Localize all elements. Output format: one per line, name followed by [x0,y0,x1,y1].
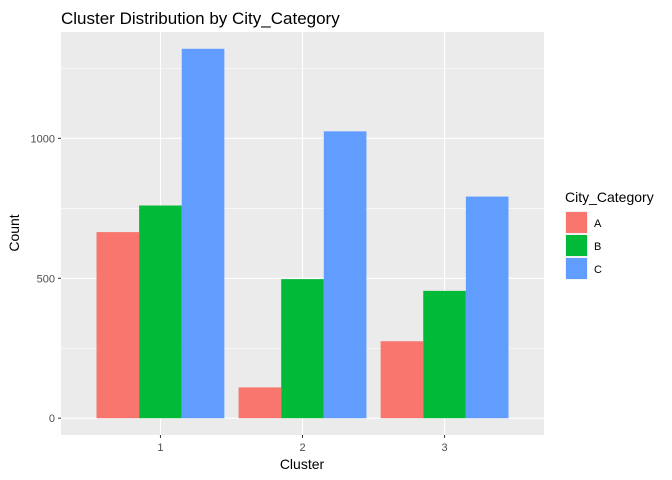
x-tick-label: 1 [157,442,163,454]
legend-title: City_Category [565,189,654,205]
legend-items: ABC [565,211,602,280]
legend-swatch-B [566,235,587,256]
legend-swatch-A [566,212,587,233]
bar-cluster-3-C [465,196,509,419]
legend-label-B: B [594,241,601,253]
bar-cluster-3-B [423,290,466,419]
legend-label-A: A [594,218,602,230]
bar-cluster-3-A [380,341,424,419]
bars [96,48,509,419]
y-axis-title: Count [6,214,22,251]
legend-swatch-C [566,258,587,279]
legend: City_Category ABC [565,189,654,280]
y-tick-label: 0 [49,413,55,425]
y-tick-label: 1000 [31,133,55,145]
bar-cluster-2-C [323,131,367,419]
y-tick-label: 500 [37,273,55,285]
x-tick-label: 2 [299,442,305,454]
x-axis-title: Cluster [280,456,325,472]
x-axis-ticks: 1 2 3 [157,435,448,454]
bar-cluster-1-A [96,232,140,419]
bar-cluster-1-C [181,48,225,419]
bar-cluster-2-B [281,279,324,419]
legend-label-C: C [594,264,602,276]
y-axis-ticks: 0 500 1000 [31,133,61,425]
x-tick-label: 3 [441,442,447,454]
bar-cluster-2-A [238,387,282,419]
bar-cluster-1-B [139,205,182,419]
chart-title: Cluster Distribution by City_Category [61,9,340,28]
